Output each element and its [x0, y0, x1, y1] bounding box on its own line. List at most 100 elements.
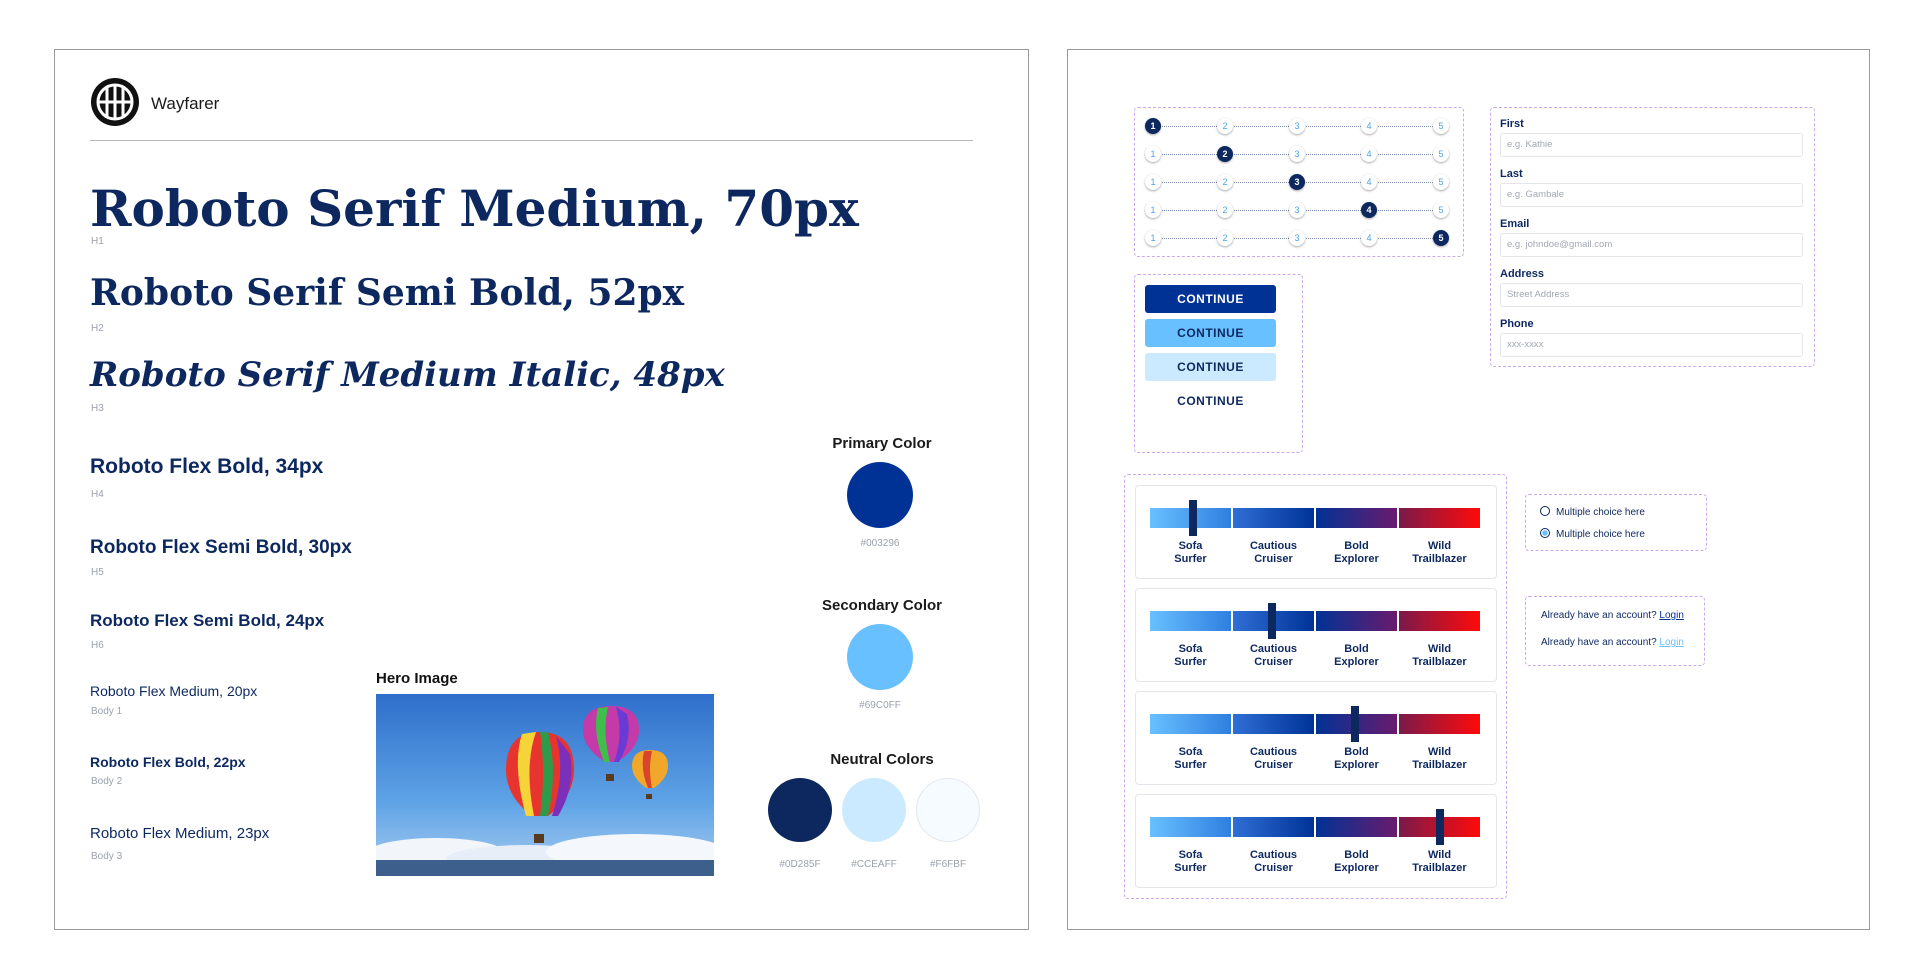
type-sample-h6: Roboto Flex Semi Bold, 24px	[90, 611, 325, 630]
step-4[interactable]: 4	[1361, 174, 1377, 190]
traveler-scale-group: Sofa Surfer Cautious Cruiser Bold Explorer Wil…	[1124, 474, 1507, 899]
step-5[interactable]: 5	[1433, 202, 1449, 218]
step-2[interactable]: 2	[1217, 174, 1233, 190]
first-name-field[interactable]: e.g. Kathie	[1500, 133, 1803, 157]
traveler-scale-slider[interactable]: Sofa Surfer Cautious Cruiser Bold Explorer Wil…	[1135, 485, 1497, 579]
step-1[interactable]: 1	[1145, 202, 1161, 218]
traveler-scale-slider[interactable]: Sofa Surfer Cautious Cruiser Bold Explorer Wil…	[1135, 794, 1497, 888]
type-caption-h6: H6	[91, 640, 104, 651]
last-name-field[interactable]: e.g. Gambale	[1500, 183, 1803, 207]
step-2[interactable]: 2	[1217, 118, 1233, 134]
traveler-scale-slider[interactable]: Sofa Surfer Cautious Cruiser Bold Explorer Wil…	[1135, 588, 1497, 682]
secondary-color-title: Secondary Color	[821, 597, 943, 614]
scale-segment-label: Cautious Cruiser	[1249, 540, 1298, 565]
secondary-color-swatch	[847, 624, 913, 690]
hero-image-label: Hero Image	[376, 670, 458, 687]
step-3[interactable]: 3	[1289, 202, 1305, 218]
step-4[interactable]: 4	[1361, 146, 1377, 162]
button-group: CONTINUE CONTINUE CONTINUE CONTINUE	[1134, 274, 1303, 453]
scale-segment[interactable]	[1399, 714, 1480, 734]
neutral-color-swatch-2	[842, 778, 906, 842]
phone-field[interactable]: xxx-xxxx	[1500, 333, 1803, 357]
scale-segment[interactable]	[1316, 817, 1397, 837]
address-field[interactable]: Street Address	[1500, 283, 1803, 307]
email-field[interactable]: e.g. johndoe@gmail.com	[1500, 233, 1803, 257]
scale-segment[interactable]	[1150, 611, 1231, 631]
scale-segment[interactable]	[1399, 611, 1480, 631]
scale-segment-label: Wild Trailblazer	[1412, 849, 1467, 874]
stepper-row: 1 2 3 4 5	[1145, 174, 1455, 190]
step-4[interactable]: 4	[1361, 202, 1377, 218]
scale-segment-label: Cautious Cruiser	[1249, 643, 1298, 668]
radio-option-2[interactable]: Multiple choice here	[1540, 528, 1645, 540]
secondary-color-hex: #69C0FF	[859, 700, 901, 711]
step-3[interactable]: 3	[1289, 146, 1305, 162]
step-1[interactable]: 1	[1145, 118, 1161, 134]
traveler-scale-slider[interactable]: Sofa Surfer Cautious Cruiser Bold Explorer Wil…	[1135, 691, 1497, 785]
step-5[interactable]: 5	[1433, 118, 1449, 134]
radio-button-icon[interactable]	[1540, 506, 1550, 516]
scale-segment[interactable]	[1233, 817, 1314, 837]
scale-handle[interactable]	[1188, 500, 1197, 536]
continue-button-text[interactable]: CONTINUE	[1177, 394, 1244, 408]
login-prompt-1: Already have an account? Login	[1541, 610, 1684, 621]
continue-button-tertiary[interactable]: CONTINUE	[1145, 353, 1276, 381]
type-sample-h4: Roboto Flex Bold, 34px	[90, 455, 324, 478]
radio-button-checked-icon[interactable]	[1540, 528, 1550, 538]
scale-segment[interactable]	[1316, 508, 1397, 528]
scale-segment[interactable]	[1233, 508, 1314, 528]
style-guide-panel: Wayfarer Roboto Serif Medium, 70px H1 Ro…	[54, 49, 1029, 930]
step-1[interactable]: 1	[1145, 174, 1161, 190]
type-sample-h1: Roboto Serif Medium, 70px	[90, 179, 859, 238]
globe-icon	[90, 77, 140, 127]
scale-segment-label: Bold Explorer	[1334, 643, 1379, 668]
email-label: Email	[1500, 218, 1530, 230]
continue-button-primary[interactable]: CONTINUE	[1145, 285, 1276, 313]
last-name-label: Last	[1500, 168, 1523, 180]
login-link-hover[interactable]: Login	[1659, 637, 1684, 648]
type-caption-h4: H4	[91, 489, 104, 500]
scale-segment[interactable]	[1316, 611, 1397, 631]
scale-segment[interactable]	[1150, 714, 1231, 734]
neutral-color-swatch-3	[916, 778, 980, 842]
step-3[interactable]: 3	[1289, 118, 1305, 134]
neutral-colors-title: Neutral Colors	[830, 751, 934, 768]
step-2[interactable]: 2	[1217, 146, 1233, 162]
step-3[interactable]: 3	[1289, 230, 1305, 246]
step-4[interactable]: 4	[1361, 230, 1377, 246]
scale-segment-label: Wild Trailblazer	[1412, 643, 1467, 668]
step-1[interactable]: 1	[1145, 230, 1161, 246]
login-prompt-2: Already have an account? Login	[1541, 637, 1684, 648]
scale-handle[interactable]	[1436, 809, 1445, 845]
scale-segment[interactable]	[1233, 714, 1314, 734]
type-caption-h3: H3	[91, 403, 104, 414]
scale-handle[interactable]	[1268, 603, 1277, 639]
scale-segment-label: Sofa Surfer	[1174, 540, 1207, 565]
type-caption-body1: Body 1	[91, 706, 123, 717]
type-caption-h2: H2	[91, 323, 104, 334]
step-3[interactable]: 3	[1289, 174, 1305, 190]
step-1[interactable]: 1	[1145, 146, 1161, 162]
phone-label: Phone	[1500, 318, 1534, 330]
neutral-color-swatch-1	[768, 778, 832, 842]
step-5[interactable]: 5	[1433, 146, 1449, 162]
scale-segment[interactable]	[1150, 817, 1231, 837]
type-sample-h5: Roboto Flex Semi Bold, 30px	[90, 537, 352, 558]
scale-handle[interactable]	[1350, 706, 1359, 742]
step-2[interactable]: 2	[1217, 202, 1233, 218]
scale-segment-label: Cautious Cruiser	[1249, 746, 1298, 771]
type-caption-body3: Body 3	[91, 851, 123, 862]
step-5[interactable]: 5	[1433, 230, 1449, 246]
step-4[interactable]: 4	[1361, 118, 1377, 134]
brand-name: Wayfarer	[151, 94, 220, 113]
login-link[interactable]: Login	[1659, 610, 1684, 621]
step-5[interactable]: 5	[1433, 174, 1449, 190]
scale-segment-label: Cautious Cruiser	[1249, 849, 1298, 874]
radio-option-1[interactable]: Multiple choice here	[1540, 506, 1645, 518]
step-2[interactable]: 2	[1217, 230, 1233, 246]
scale-segment[interactable]	[1399, 508, 1480, 528]
neutral-color-hex-2: #CCEAFF	[851, 859, 897, 870]
stepper-group: 1 2 3 4 5 1 2 3 4 5 1 2 3 4 5 1 2 3 4 5 1 2 3 4 5	[1134, 107, 1464, 257]
continue-button-secondary[interactable]: CONTINUE	[1145, 319, 1276, 347]
type-caption-h1: H1	[91, 236, 104, 247]
